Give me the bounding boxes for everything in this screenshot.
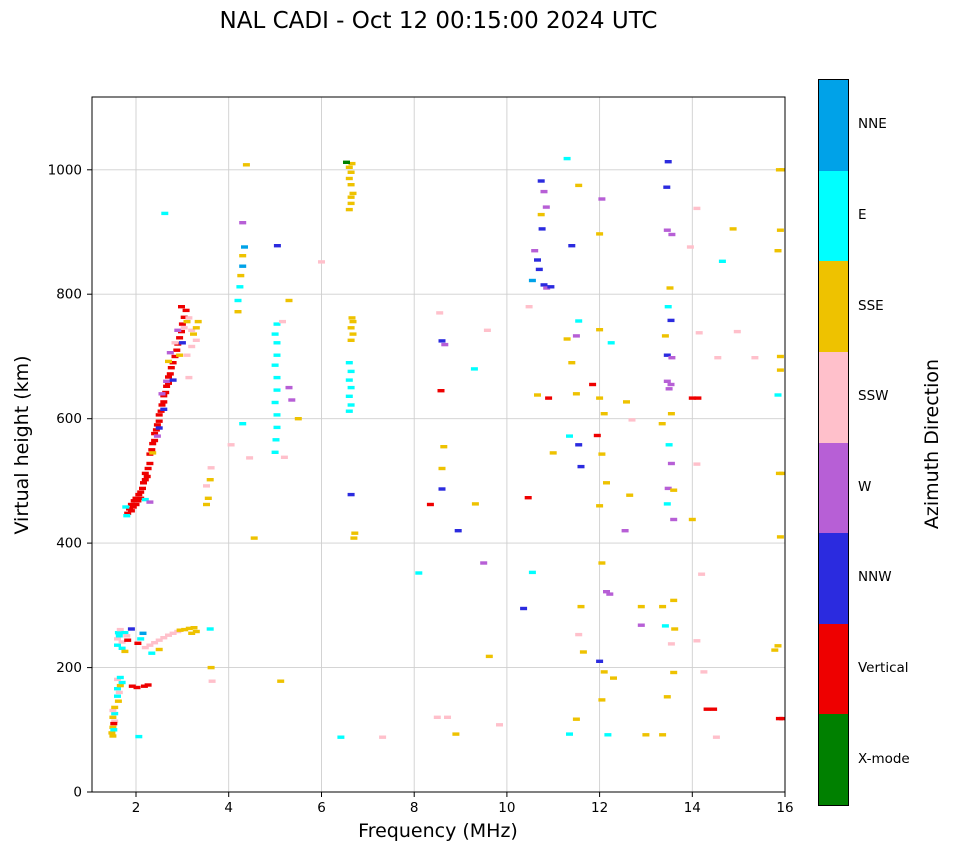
svg-text:400: 400 bbox=[56, 536, 82, 552]
tick-labels: 2 4 6 8 10 12 14 16 0 200 400 600 800 1000 bbox=[48, 162, 794, 816]
colorbar-segment-sse bbox=[819, 261, 848, 352]
colorbar-segments bbox=[819, 80, 848, 805]
svg-text:200: 200 bbox=[56, 660, 82, 676]
colorbar-label-ssw: SSW bbox=[858, 388, 889, 405]
plot-area: 2 4 6 8 10 12 14 16 0 200 400 600 800 1000 bbox=[48, 96, 794, 816]
colorbar-segment-nnw bbox=[819, 533, 848, 624]
colorbar-label-w: W bbox=[858, 478, 872, 495]
svg-text:10: 10 bbox=[498, 800, 515, 816]
colorbar bbox=[818, 79, 849, 806]
plot-border bbox=[91, 96, 786, 793]
svg-text:2: 2 bbox=[132, 800, 141, 816]
colorbar-label-e: E bbox=[858, 206, 867, 223]
svg-text:0: 0 bbox=[73, 785, 82, 801]
svg-text:16: 16 bbox=[776, 800, 793, 816]
svg-text:14: 14 bbox=[684, 800, 701, 816]
chart-title: NAL CADI - Oct 12 00:15:00 2024 UTC bbox=[219, 8, 658, 34]
colorbar-segment-e bbox=[819, 170, 848, 262]
colorbar-label-nnw: NNW bbox=[858, 569, 892, 586]
svg-text:4: 4 bbox=[224, 800, 233, 816]
colorbar-segment-w bbox=[819, 442, 848, 534]
svg-text:8: 8 bbox=[410, 800, 419, 816]
svg-text:800: 800 bbox=[56, 287, 82, 303]
colorbar-segment-x-mode bbox=[819, 714, 848, 805]
colorbar-label-sse: SSE bbox=[858, 297, 884, 314]
x-axis-label: Frequency (MHz) bbox=[358, 820, 518, 842]
axis-ticks bbox=[87, 169, 786, 797]
y-axis-label: Virtual height (km) bbox=[11, 355, 33, 535]
svg-text:1000: 1000 bbox=[48, 162, 82, 178]
svg-text:6: 6 bbox=[317, 800, 326, 816]
colorbar-labels: NNE E SSE SSW W NNW Vertical X-mode bbox=[858, 79, 948, 806]
svg-text:12: 12 bbox=[591, 800, 608, 816]
colorbar-label-x-mode: X-mode bbox=[858, 750, 910, 767]
ionogram-scatter-plot: 2 4 6 8 10 12 14 16 0 200 400 600 800 1000 bbox=[48, 96, 794, 816]
colorbar-segment-vertical bbox=[819, 623, 848, 715]
colorbar-label-nne: NNE bbox=[858, 116, 887, 133]
colorbar-segment-nne bbox=[819, 80, 848, 171]
scatter-points bbox=[108, 156, 785, 739]
grid-lines bbox=[92, 97, 786, 793]
colorbar-title: Azimuth Direction bbox=[921, 358, 943, 530]
svg-text:600: 600 bbox=[56, 411, 82, 427]
colorbar-label-vertical: Vertical bbox=[858, 660, 909, 677]
colorbar-segment-ssw bbox=[819, 351, 848, 443]
